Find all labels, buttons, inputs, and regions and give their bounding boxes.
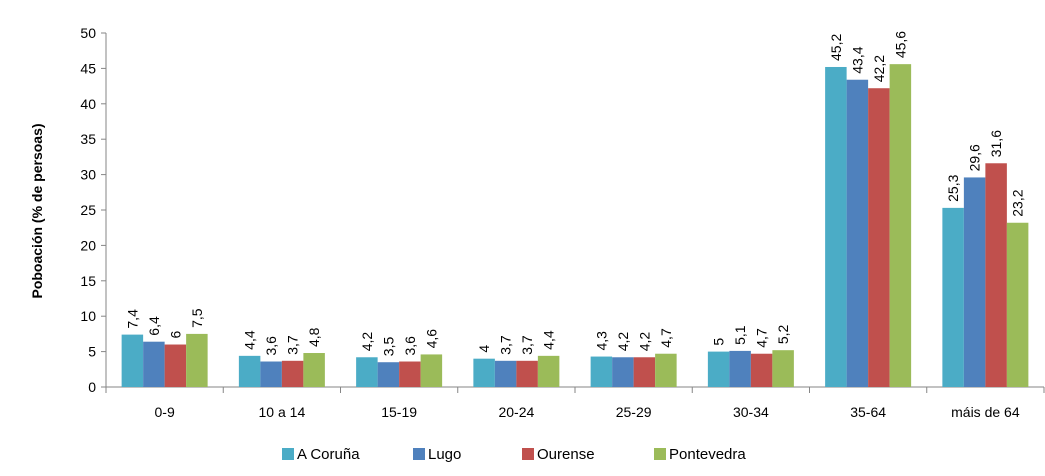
bar	[238, 355, 261, 387]
bar	[303, 353, 325, 387]
data-label: 3,6	[263, 336, 279, 356]
bar	[356, 357, 378, 387]
bar	[729, 350, 751, 387]
x-tick-label: 30-34	[733, 404, 769, 420]
y-tick-label: 5	[88, 344, 96, 360]
bar	[420, 354, 443, 387]
data-label: 3,7	[498, 335, 514, 355]
x-tick-label: 15-19	[381, 404, 417, 420]
bar	[750, 353, 773, 387]
y-tick-label: 40	[80, 96, 96, 112]
legend-swatch	[413, 448, 425, 460]
data-label: 3,6	[402, 336, 418, 356]
data-label: 6,4	[146, 316, 162, 336]
legend-swatch	[282, 448, 294, 460]
data-label: 4,4	[242, 330, 258, 350]
bar	[868, 88, 890, 387]
y-tick-label: 20	[80, 237, 96, 253]
bar	[846, 79, 869, 387]
legend-label: Ourense	[537, 446, 595, 463]
bar	[1006, 222, 1029, 387]
bar	[963, 177, 986, 387]
legend: A Coruña Lugo Ourense Pontevedra	[282, 446, 746, 463]
y-tick-label: 45	[80, 60, 96, 76]
data-label: 3,5	[380, 337, 396, 357]
data-label: 4	[476, 345, 492, 353]
data-label: 7,4	[124, 309, 140, 329]
data-label: 4,2	[359, 332, 375, 352]
bar	[655, 353, 677, 387]
bar	[825, 66, 847, 387]
y-tick-label: 15	[80, 273, 96, 289]
bar	[537, 355, 560, 387]
data-label: 45,2	[828, 34, 844, 61]
x-tick-label: 10 a 14	[259, 404, 306, 420]
y-tick-label: 25	[80, 202, 96, 218]
y-tick-label: 35	[80, 131, 96, 147]
bar	[377, 362, 400, 387]
y-tick-label: 0	[88, 379, 96, 395]
legend-label: Lugo	[428, 446, 461, 463]
bar	[516, 360, 538, 387]
bar	[164, 344, 187, 387]
x-tick-label: máis de 64	[951, 404, 1020, 420]
data-label: 4,4	[541, 330, 557, 350]
data-label: 45,6	[892, 31, 908, 58]
legend-swatch	[654, 448, 666, 460]
data-label: 31,6	[988, 130, 1004, 157]
bar	[399, 361, 421, 387]
data-labels: 7,4 6,4 6 7,5 4,4 3,6 3,7 4,8 4,2 3,5 3,6 4,6 4 3,7 3,…	[124, 31, 1025, 357]
legend-label: Pontevedra	[669, 446, 746, 463]
bar	[473, 358, 495, 387]
data-label: 4,7	[754, 328, 770, 348]
bar	[590, 356, 613, 387]
bar	[186, 333, 208, 387]
bar	[985, 163, 1007, 387]
bar	[707, 351, 730, 387]
data-label: 4,7	[658, 328, 674, 348]
data-label: 3,7	[285, 335, 301, 355]
x-tick-label: 35-64	[850, 404, 886, 420]
y-tick-label: 10	[80, 308, 96, 324]
bar	[260, 361, 282, 387]
data-label: 5	[711, 338, 727, 346]
data-label: 6	[167, 331, 183, 339]
legend-label: A Coruña	[297, 446, 360, 463]
data-label: 4,2	[615, 332, 631, 352]
bars	[121, 64, 1029, 387]
bar	[633, 357, 656, 387]
y-axis-title: Poboación (% de persoas)	[29, 123, 45, 298]
data-label: 43,4	[849, 46, 865, 73]
data-label: 4,3	[593, 331, 609, 351]
bar	[942, 207, 964, 387]
data-label: 29,6	[967, 144, 983, 171]
data-label: 7,5	[189, 308, 205, 328]
bar	[494, 360, 517, 387]
data-label: 4,6	[423, 329, 439, 349]
bar	[281, 360, 304, 387]
data-label: 5,1	[732, 325, 748, 345]
data-label: 5,2	[775, 325, 791, 345]
x-tick-label: 25-29	[616, 404, 652, 420]
data-label: 23,2	[1010, 189, 1026, 216]
bar	[772, 350, 794, 387]
legend-swatch	[522, 448, 534, 460]
x-tick-label: 0-9	[155, 404, 175, 420]
bar	[121, 334, 144, 387]
bar	[612, 357, 634, 387]
y-tick-label: 30	[80, 167, 96, 183]
data-label: 4,8	[306, 327, 322, 347]
bar	[143, 341, 165, 387]
data-label: 4,2	[636, 332, 652, 352]
data-label: 42,2	[871, 55, 887, 82]
data-label: 3,7	[519, 335, 535, 355]
y-tick-label: 50	[80, 25, 96, 41]
data-label: 25,3	[945, 174, 961, 201]
bar	[889, 64, 912, 387]
x-tick-label: 20-24	[498, 404, 534, 420]
